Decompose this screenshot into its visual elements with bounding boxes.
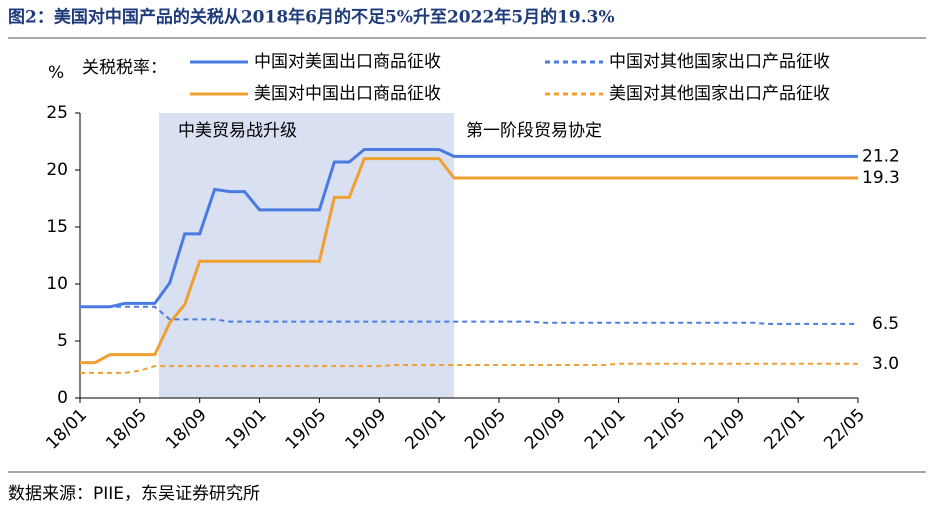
y-tick-label: 25 bbox=[46, 103, 68, 123]
x-tick-label: 21/09 bbox=[701, 405, 750, 454]
y-tick-label: 10 bbox=[46, 274, 68, 294]
y-tick-label: 0 bbox=[57, 388, 68, 408]
legend-label: 美国对中国出口商品征收 bbox=[254, 84, 441, 104]
x-tick-label: 20/01 bbox=[401, 405, 450, 454]
y-tick-label: 5 bbox=[57, 331, 68, 351]
y-tick-label: 20 bbox=[46, 160, 68, 180]
x-tick-label: 21/05 bbox=[641, 405, 690, 454]
x-tick-label: 20/09 bbox=[521, 405, 570, 454]
y-tick-label: 15 bbox=[46, 217, 68, 237]
source: 数据来源：PIIE，东吴证券研究所 bbox=[8, 484, 260, 504]
x-tick-label: 19/01 bbox=[222, 405, 271, 454]
legend-title: 关税税率： bbox=[82, 58, 167, 78]
legend-label: 中国对其他国家出口产品征收 bbox=[609, 52, 830, 72]
x-tick-label: 22/01 bbox=[760, 405, 809, 454]
chart-title: 图2：美国对中国产品的关税从2018年6月的不足5%升至2022年5月的19.3… bbox=[8, 7, 615, 28]
end-label: 6.5 bbox=[872, 314, 899, 334]
series-line bbox=[80, 362, 858, 374]
y-unit: % bbox=[48, 63, 64, 83]
x-tick-label: 22/05 bbox=[820, 405, 869, 454]
end-label: 21.2 bbox=[862, 146, 900, 166]
x-tick-label: 19/05 bbox=[282, 405, 331, 454]
end-label: 3.0 bbox=[872, 354, 899, 374]
shaded-period bbox=[159, 113, 454, 398]
annotation: 第一阶段贸易协定 bbox=[466, 121, 602, 141]
end-label: 19.3 bbox=[862, 168, 900, 188]
x-tick-label: 18/05 bbox=[102, 405, 151, 454]
x-tick-label: 21/01 bbox=[581, 405, 630, 454]
x-tick-label: 18/01 bbox=[42, 405, 91, 454]
series-line bbox=[80, 157, 858, 365]
x-tick-label: 19/09 bbox=[342, 405, 391, 454]
x-tick-label: 20/05 bbox=[461, 405, 510, 454]
legend-label: 中国对美国出口商品征收 bbox=[254, 52, 441, 72]
annotation: 中美贸易战升级 bbox=[178, 121, 297, 141]
series-line bbox=[80, 147, 858, 309]
legend-label: 美国对其他国家出口产品征收 bbox=[609, 84, 830, 104]
x-tick-label: 18/09 bbox=[162, 405, 211, 454]
